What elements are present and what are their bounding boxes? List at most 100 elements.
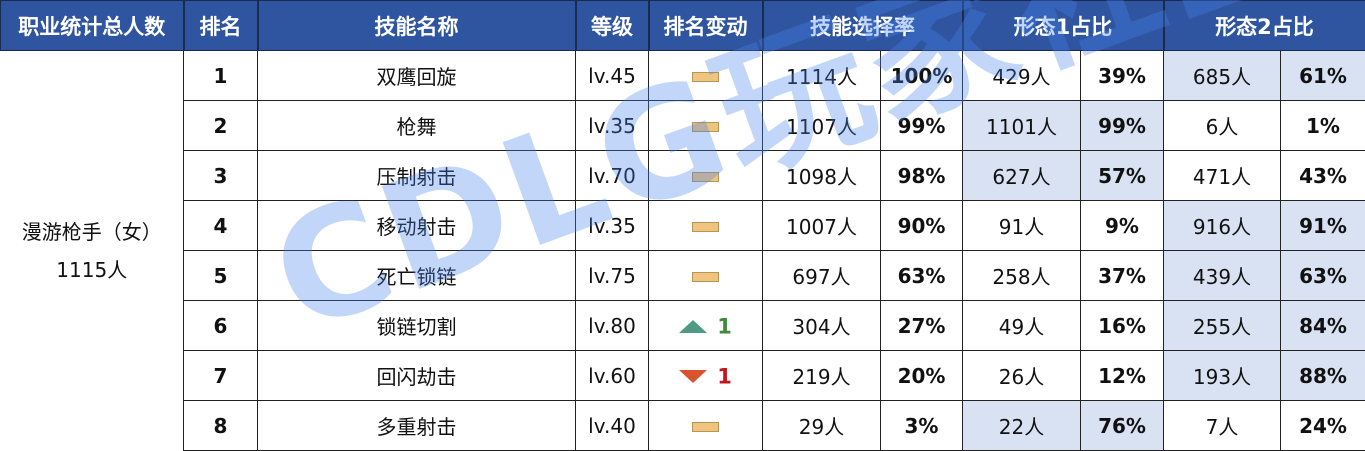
header-job-total: 职业统计总人数 [1, 1, 184, 51]
select-rate-cell: 20% [881, 351, 963, 401]
select-rate-cell: 63% [881, 251, 963, 301]
form2-pct-cell: 91% [1281, 201, 1365, 251]
select-count-cell: 1114人 [763, 51, 881, 101]
form1-count-cell: 627人 [963, 151, 1081, 201]
skill-name-cell: 回闪劫击 [258, 351, 576, 401]
skill-name-cell: 枪舞 [258, 101, 576, 151]
form2-count-cell: 685人 [1164, 51, 1281, 101]
rank-cell: 3 [184, 151, 258, 201]
level-cell: lv.80 [576, 301, 649, 351]
level-cell: lv.70 [576, 151, 649, 201]
job-name: 漫游枪手（女） [22, 220, 162, 244]
select-count-cell: 697人 [763, 251, 881, 301]
header-rank-change: 排名变动 [649, 1, 763, 51]
select-rate-cell: 100% [881, 51, 963, 101]
rank-change-value: 1 [717, 364, 732, 388]
header-rank: 排名 [184, 1, 258, 51]
rank-change-cell [649, 51, 763, 101]
select-count-cell: 1107人 [763, 101, 881, 151]
rank-cell: 5 [184, 251, 258, 301]
form1-count-cell: 26人 [963, 351, 1081, 401]
rank-cell: 6 [184, 301, 258, 351]
select-rate-cell: 90% [881, 201, 963, 251]
rank-change-cell: 1 [649, 351, 763, 401]
level-cell: lv.45 [576, 51, 649, 101]
header-row: 职业统计总人数 排名 技能名称 等级 排名变动 技能选择率 形态1占比 形态2占… [1, 1, 1365, 51]
no-change-icon [692, 222, 719, 232]
no-change-icon [692, 172, 719, 182]
skill-name-cell: 移动射击 [258, 201, 576, 251]
skill-name-cell: 死亡锁链 [258, 251, 576, 301]
form1-count-cell: 22人 [963, 401, 1081, 451]
header-form2: 形态2占比 [1164, 1, 1365, 51]
rank-cell: 2 [184, 101, 258, 151]
form2-pct-cell: 61% [1281, 51, 1365, 101]
form1-count-cell: 258人 [963, 251, 1081, 301]
rank-change-cell [649, 201, 763, 251]
no-change-icon [692, 422, 719, 432]
header-skill-name: 技能名称 [258, 1, 576, 51]
header-select-rate: 技能选择率 [763, 1, 963, 51]
form2-count-cell: 471人 [1164, 151, 1281, 201]
select-rate-cell: 99% [881, 101, 963, 151]
form1-count-cell: 1101人 [963, 101, 1081, 151]
rank-change-cell [649, 101, 763, 151]
form1-pct-cell: 99% [1081, 101, 1164, 151]
select-count-cell: 304人 [763, 301, 881, 351]
rank-change-cell [649, 251, 763, 301]
form1-pct-cell: 39% [1081, 51, 1164, 101]
select-rate-cell: 3% [881, 401, 963, 451]
rank-change-cell: 1 [649, 301, 763, 351]
form1-pct-cell: 9% [1081, 201, 1164, 251]
job-total: 1115人 [56, 258, 127, 282]
rank-cell: 8 [184, 401, 258, 451]
job-cell: 漫游枪手（女） 1115人 [1, 51, 184, 451]
form2-pct-cell: 88% [1281, 351, 1365, 401]
form2-pct-cell: 63% [1281, 251, 1365, 301]
form1-count-cell: 91人 [963, 201, 1081, 251]
form2-pct-cell: 1% [1281, 101, 1365, 151]
rank-change-cell [649, 401, 763, 451]
form2-count-cell: 255人 [1164, 301, 1281, 351]
no-change-icon [692, 122, 719, 132]
no-change-icon [692, 72, 719, 82]
select-rate-cell: 98% [881, 151, 963, 201]
select-rate-cell: 27% [881, 301, 963, 351]
rank-change-cell [649, 151, 763, 201]
rank-cell: 4 [184, 201, 258, 251]
form2-count-cell: 193人 [1164, 351, 1281, 401]
form2-pct-cell: 24% [1281, 401, 1365, 451]
rank-down-arrow-icon [679, 370, 707, 383]
rank-change-value: 1 [717, 314, 732, 338]
no-change-icon [692, 272, 719, 282]
select-count-cell: 1098人 [763, 151, 881, 201]
form2-pct-cell: 84% [1281, 301, 1365, 351]
level-cell: lv.35 [576, 201, 649, 251]
form2-count-cell: 439人 [1164, 251, 1281, 301]
rank-cell: 7 [184, 351, 258, 401]
form2-pct-cell: 43% [1281, 151, 1365, 201]
form1-count-cell: 429人 [963, 51, 1081, 101]
form1-pct-cell: 16% [1081, 301, 1164, 351]
header-form1: 形态1占比 [963, 1, 1164, 51]
form2-count-cell: 916人 [1164, 201, 1281, 251]
select-count-cell: 219人 [763, 351, 881, 401]
form2-count-cell: 6人 [1164, 101, 1281, 151]
form2-count-cell: 7人 [1164, 401, 1281, 451]
level-cell: lv.75 [576, 251, 649, 301]
header-level: 等级 [576, 1, 649, 51]
level-cell: lv.40 [576, 401, 649, 451]
form1-pct-cell: 76% [1081, 401, 1164, 451]
form1-pct-cell: 57% [1081, 151, 1164, 201]
rank-cell: 1 [184, 51, 258, 101]
form1-pct-cell: 37% [1081, 251, 1164, 301]
select-count-cell: 1007人 [763, 201, 881, 251]
